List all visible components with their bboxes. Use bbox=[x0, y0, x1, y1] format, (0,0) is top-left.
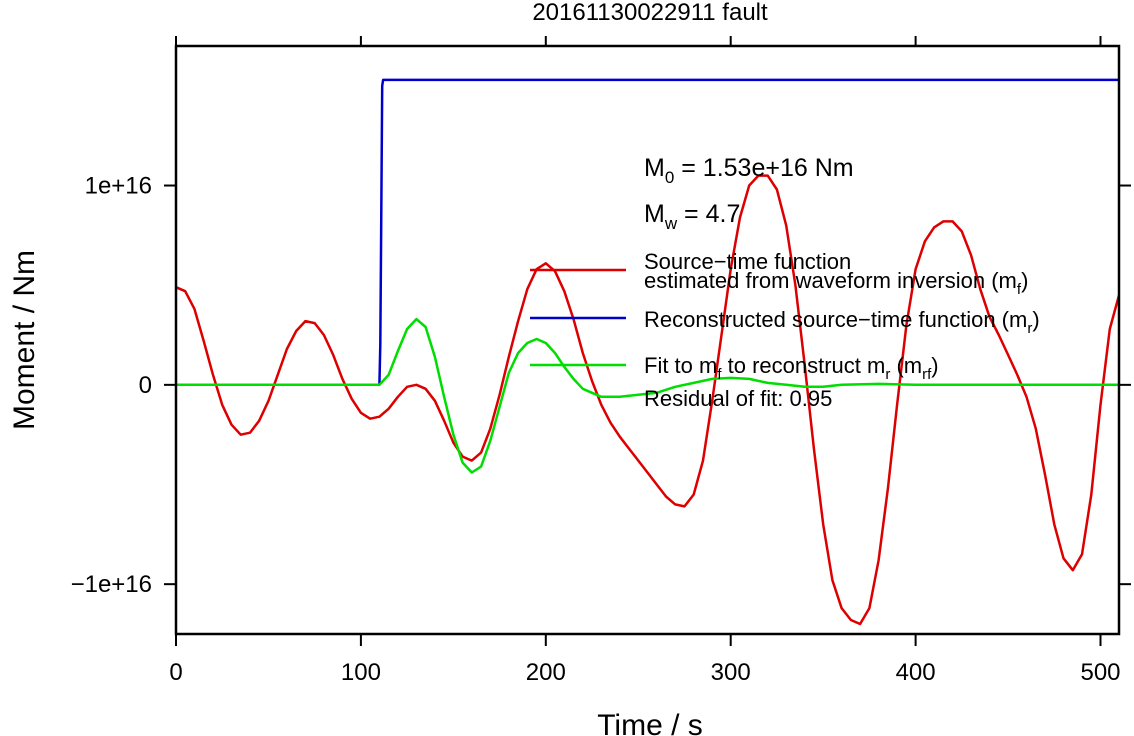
series-line-mrf bbox=[176, 317, 1119, 474]
x-tick-label: 300 bbox=[711, 659, 751, 686]
x-axis-ticks: 0 100 200 300 400 500 bbox=[169, 36, 1121, 686]
annotations: M0 = 1.53e+16 Nm Mw = 4.7 Residual of fit:… bbox=[644, 154, 854, 411]
y-tick-label: 1e+16 bbox=[85, 173, 152, 200]
y-tick-label: −1e+16 bbox=[71, 571, 152, 598]
x-tick-label: 0 bbox=[169, 659, 182, 686]
legend-label-mrf: Fit to mf to reconstruct mr (mrf) bbox=[644, 353, 939, 383]
legend-label-mf-line2: estimated from waveform inversion (mf) bbox=[644, 268, 1028, 298]
y-axis-label: Moment / Nm bbox=[8, 250, 41, 430]
y-tick-label: 0 bbox=[139, 372, 152, 399]
x-tick-label: 100 bbox=[341, 659, 381, 686]
x-axis-label: Time / s bbox=[597, 709, 703, 736]
x-tick-label: 500 bbox=[1080, 659, 1120, 686]
plot-area bbox=[176, 78, 1119, 626]
series-layer bbox=[176, 78, 1119, 626]
legend-label-mf: Source−time function bbox=[644, 249, 851, 274]
annotation-mw: Mw = 4.7 bbox=[644, 200, 740, 233]
x-tick-label: 400 bbox=[896, 659, 936, 686]
series-line-mr bbox=[176, 78, 1119, 387]
x-tick-label: 200 bbox=[526, 659, 566, 686]
legend-label-mr: Reconstructed source−time function (mr) bbox=[644, 307, 1040, 337]
annotation-m0: M0 = 1.53e+16 Nm bbox=[644, 154, 854, 187]
series-line-mf bbox=[176, 174, 1119, 626]
annotation-residual: Residual of fit: 0.95 bbox=[644, 386, 832, 411]
y-axis-ticks: 1e+16 0 −1e+16 bbox=[71, 173, 1131, 598]
chart-title: 20161130022911 fault bbox=[532, 0, 768, 26]
plot-frame bbox=[174, 44, 1121, 636]
